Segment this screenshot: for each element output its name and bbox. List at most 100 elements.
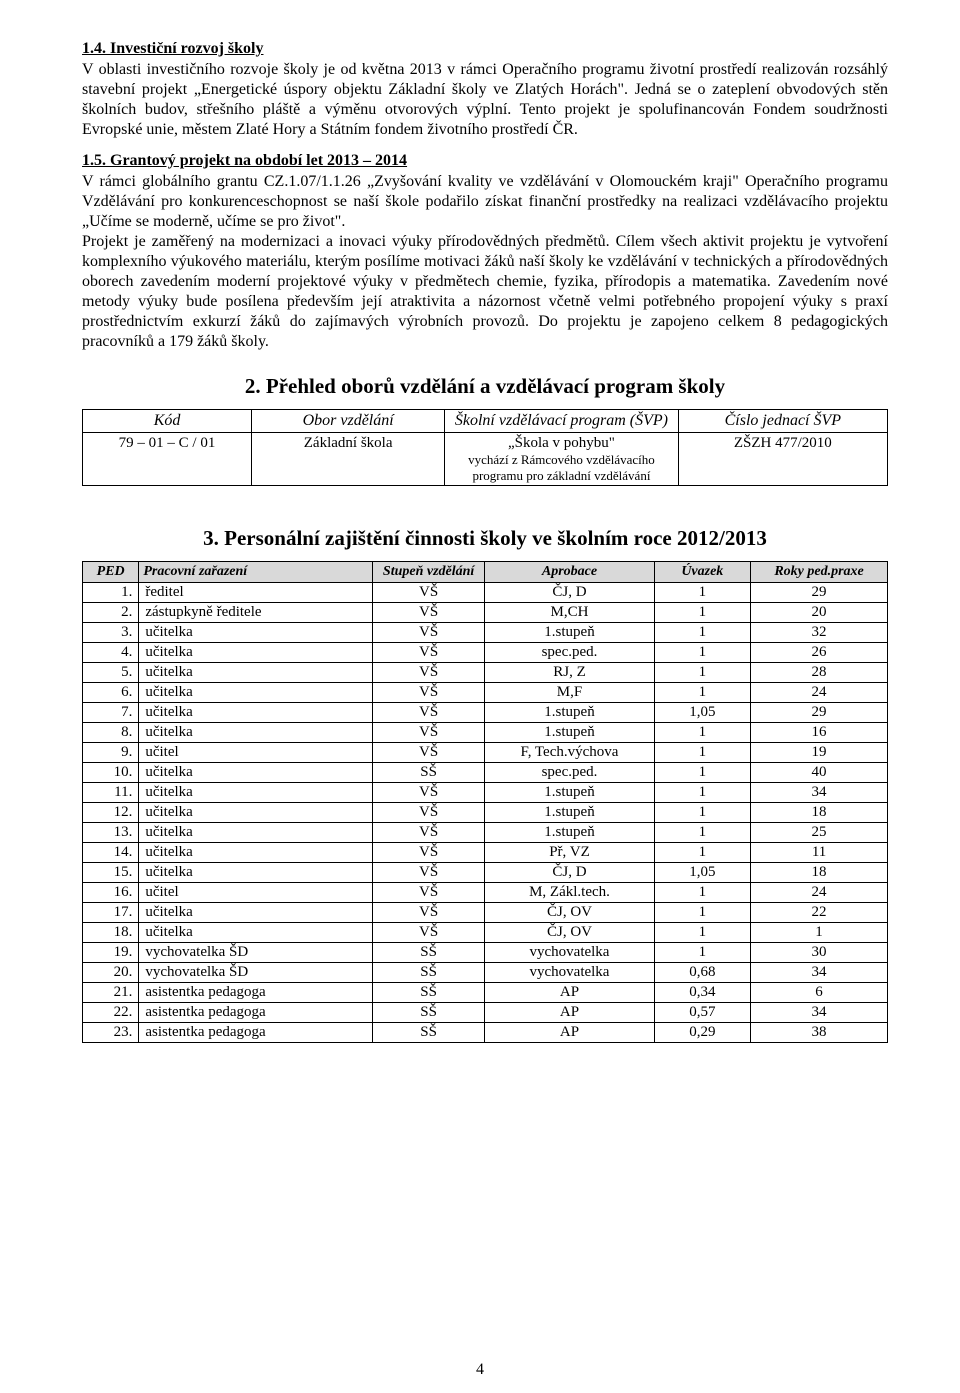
cell-roky: 29 xyxy=(751,703,888,723)
cell-obor: Základní škola xyxy=(252,433,445,486)
personnel-table: PED Pracovní zařazení Stupeň vzdělání Ap… xyxy=(82,561,888,1043)
cell-roky: 34 xyxy=(751,783,888,803)
cell-uvaz: 1 xyxy=(654,763,751,783)
cell-uvaz: 1 xyxy=(654,783,751,803)
cell-ped: 20. xyxy=(83,963,139,983)
table-row: 10.učitelkaSŠspec.ped.140 xyxy=(83,763,888,783)
col-header-cislo: Číslo jednací ŠVP xyxy=(678,410,887,433)
table-row: 6.učitelkaVŠM,F124 xyxy=(83,683,888,703)
cell-stup: VŠ xyxy=(372,583,485,603)
cell-ped: 5. xyxy=(83,663,139,683)
cell-role: asistentka pedagoga xyxy=(139,1003,372,1023)
cell-uvaz: 1 xyxy=(654,663,751,683)
cell-role: učitelka xyxy=(139,763,372,783)
cell-ped: 15. xyxy=(83,863,139,883)
cell-roky: 1 xyxy=(751,923,888,943)
cell-apro: 1.stupeň xyxy=(485,823,654,843)
cell-apro: M,CH xyxy=(485,603,654,623)
table-row: 79 – 01 – C / 01 Základní škola „Škola v… xyxy=(83,433,888,486)
cell-apro: AP xyxy=(485,983,654,1003)
cell-stup: SŠ xyxy=(372,1003,485,1023)
cell-apro: AP xyxy=(485,1023,654,1043)
section-1-5-heading: 1.5. Grantový projekt na období let 2013… xyxy=(82,152,888,170)
table-row: 8.učitelkaVŠ1.stupeň116 xyxy=(83,723,888,743)
cell-ped: 3. xyxy=(83,623,139,643)
cell-ped: 22. xyxy=(83,1003,139,1023)
cell-svp: „Škola v pohybu" vychází z Rámcového vzd… xyxy=(445,433,678,486)
table-header-row: Kód Obor vzdělání Školní vzdělávací prog… xyxy=(83,410,888,433)
cell-uvaz: 1 xyxy=(654,743,751,763)
cell-roky: 18 xyxy=(751,863,888,883)
cell-stup: SŠ xyxy=(372,763,485,783)
table-row: 12.učitelkaVŠ1.stupeň118 xyxy=(83,803,888,823)
cell-stup: VŠ xyxy=(372,803,485,823)
cell-role: učitelka xyxy=(139,683,372,703)
cell-stup: SŠ xyxy=(372,1023,485,1043)
cell-ped: 12. xyxy=(83,803,139,823)
cell-role: učitelka xyxy=(139,903,372,923)
cell-ped: 13. xyxy=(83,823,139,843)
page-number: 4 xyxy=(0,1361,960,1379)
cell-apro: 1.stupeň xyxy=(485,783,654,803)
col-header-obor: Obor vzdělání xyxy=(252,410,445,433)
col-header-praz: Pracovní zařazení xyxy=(139,562,372,583)
col-header-kod: Kód xyxy=(83,410,252,433)
cell-apro: AP xyxy=(485,1003,654,1023)
cell-ped: 17. xyxy=(83,903,139,923)
cell-ped: 10. xyxy=(83,763,139,783)
cell-apro: ČJ, D xyxy=(485,583,654,603)
cell-apro: 1.stupeň xyxy=(485,803,654,823)
section-1-5-body-a: V rámci globálního grantu CZ.1.07/1.1.26… xyxy=(82,172,888,232)
cell-stup: VŠ xyxy=(372,603,485,623)
cell-uvaz: 1 xyxy=(654,583,751,603)
cell-stup: VŠ xyxy=(372,903,485,923)
table-row: 7.učitelkaVŠ1.stupeň1,0529 xyxy=(83,703,888,723)
cell-role: asistentka pedagoga xyxy=(139,983,372,1003)
cell-uvaz: 1 xyxy=(654,623,751,643)
cell-apro: ČJ, OV xyxy=(485,923,654,943)
cell-apro: vychovatelka xyxy=(485,963,654,983)
cell-ped: 19. xyxy=(83,943,139,963)
table-row: 1.ředitelVŠČJ, D129 xyxy=(83,583,888,603)
table-row: 2.zástupkyně řediteleVŠM,CH120 xyxy=(83,603,888,623)
cell-apro: vychovatelka xyxy=(485,943,654,963)
cell-uvaz: 1 xyxy=(654,803,751,823)
cell-role: učitel xyxy=(139,883,372,903)
cell-roky: 28 xyxy=(751,663,888,683)
table-row: 19.vychovatelka ŠDSŠvychovatelka130 xyxy=(83,943,888,963)
cell-stup: VŠ xyxy=(372,823,485,843)
cell-roky: 32 xyxy=(751,623,888,643)
col-header-apro: Aprobace xyxy=(485,562,654,583)
cell-role: asistentka pedagoga xyxy=(139,1023,372,1043)
cell-uvaz: 1,05 xyxy=(654,863,751,883)
table-row: 23.asistentka pedagogaSŠAP0,2938 xyxy=(83,1023,888,1043)
cell-ped: 4. xyxy=(83,643,139,663)
cell-ped: 8. xyxy=(83,723,139,743)
cell-uvaz: 0,29 xyxy=(654,1023,751,1043)
cell-uvaz: 1 xyxy=(654,943,751,963)
cell-uvaz: 1 xyxy=(654,683,751,703)
cell-roky: 22 xyxy=(751,903,888,923)
cell-stup: VŠ xyxy=(372,623,485,643)
col-header-svp: Školní vzdělávací program (ŠVP) xyxy=(445,410,678,433)
cell-role: zástupkyně ředitele xyxy=(139,603,372,623)
cell-apro: 1.stupeň xyxy=(485,623,654,643)
cell-ped: 6. xyxy=(83,683,139,703)
cell-uvaz: 0,34 xyxy=(654,983,751,1003)
table-row: 16.učitelVŠM, Zákl.tech.124 xyxy=(83,883,888,903)
cell-role: ředitel xyxy=(139,583,372,603)
table-row: 22.asistentka pedagogaSŠAP0,5734 xyxy=(83,1003,888,1023)
cell-stup: SŠ xyxy=(372,963,485,983)
table-row: 17.učitelkaVŠČJ, OV122 xyxy=(83,903,888,923)
table-row: 11.učitelkaVŠ1.stupeň134 xyxy=(83,783,888,803)
cell-role: učitelka xyxy=(139,923,372,943)
cell-roky: 11 xyxy=(751,843,888,863)
cell-role: učitelka xyxy=(139,663,372,683)
cell-uvaz: 0,57 xyxy=(654,1003,751,1023)
cell-stup: VŠ xyxy=(372,923,485,943)
cell-apro: 1.stupeň xyxy=(485,723,654,743)
cell-ped: 2. xyxy=(83,603,139,623)
cell-apro: spec.ped. xyxy=(485,643,654,663)
cell-apro: F, Tech.výchova xyxy=(485,743,654,763)
cell-role: učitelka xyxy=(139,643,372,663)
